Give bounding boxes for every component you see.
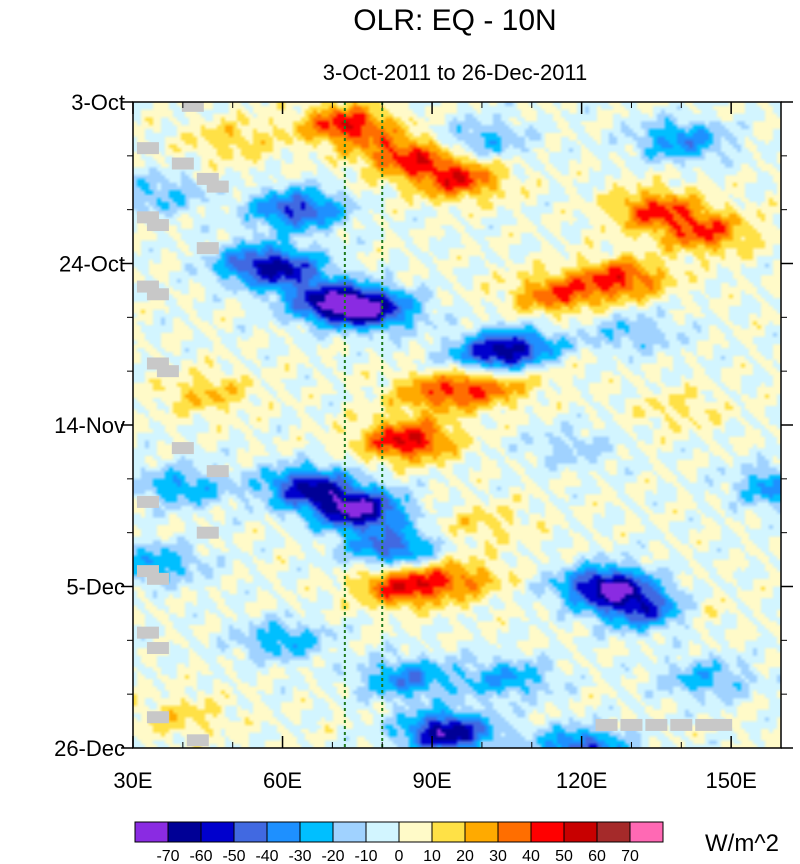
colorbar-swatch [167, 821, 202, 843]
plot-area [133, 102, 781, 748]
colorbar-label: 60 [588, 848, 606, 864]
chart-title: OLR: EQ - 10N [353, 4, 556, 37]
olr-anomaly-field [133, 102, 781, 748]
colorbar-label: 50 [555, 848, 573, 864]
missing-data-cell [146, 572, 169, 585]
missing-data-cell [206, 465, 229, 478]
y-tick-label: 3-Oct [71, 90, 125, 115]
x-tick-label: 60E [263, 768, 302, 793]
colorbar-label: -50 [222, 848, 245, 864]
missing-data-cell [670, 718, 693, 731]
colorbar-swatch [398, 821, 433, 843]
missing-data-cell [136, 495, 159, 508]
colorbar-label: -60 [189, 848, 212, 864]
missing-data-cell [710, 718, 733, 731]
colorbar-swatch [299, 821, 334, 843]
chart-subtitle: 3-Oct-2011 to 26-Dec-2011 [323, 60, 588, 85]
colorbar-swatch [563, 821, 598, 843]
colorbar: -70 -60 -50 -40 -30 -20 -10 0 10 20 30 40 50 60 70 [134, 821, 664, 864]
colorbar-label: 70 [621, 848, 639, 864]
missing-data-cell [196, 526, 219, 539]
missing-data-cell [146, 219, 169, 232]
y-tick-label: 5-Dec [66, 575, 125, 600]
missing-data-cell [645, 718, 668, 731]
missing-data-cell [171, 442, 194, 455]
x-tick-label: 30E [113, 768, 152, 793]
missing-data-cell [146, 642, 169, 655]
colorbar-swatch [464, 821, 499, 843]
missing-data-cell [136, 142, 159, 155]
colorbar-swatch [200, 821, 235, 843]
colorbar-label: 40 [522, 848, 540, 864]
colorbar-label: -20 [321, 848, 344, 864]
missing-data-cell [595, 718, 618, 731]
axes: 30E 60E 90E 120E 150E 3-Oct 24-Oct 14-Nov 5-Dec 2… [54, 90, 793, 793]
colorbar-label: -70 [156, 848, 179, 864]
missing-data-layer [136, 102, 733, 747]
colorbar-swatch [596, 821, 631, 843]
colorbar-label: 20 [456, 848, 474, 864]
colorbar-label: 10 [423, 848, 441, 864]
missing-data-cell [136, 626, 159, 639]
colorbar-swatch [431, 821, 466, 843]
colorbar-label: -10 [354, 848, 377, 864]
y-tick-label: 14-Nov [54, 413, 125, 438]
colorbar-label: 30 [489, 848, 507, 864]
colorbar-label: -30 [288, 848, 311, 864]
colorbar-swatch [629, 821, 664, 843]
x-tick-label: 90E [412, 768, 451, 793]
colorbar-swatch [497, 821, 532, 843]
colorbar-label: 0 [395, 848, 404, 864]
x-tick-label: 150E [705, 768, 756, 793]
colorbar-swatch [365, 821, 400, 843]
missing-data-cell [186, 734, 209, 747]
colorbar-label: -40 [255, 848, 278, 864]
colorbar-swatch [530, 821, 565, 843]
missing-data-cell [146, 711, 169, 724]
colorbar-units: W/m^2 [705, 830, 779, 857]
missing-data-cell [181, 102, 204, 112]
missing-data-cell [146, 288, 169, 301]
missing-data-cell [156, 365, 179, 378]
colorbar-swatch [266, 821, 301, 843]
missing-data-cell [196, 242, 219, 255]
colorbar-swatch [332, 821, 367, 843]
x-tick-label: 120E [556, 768, 607, 793]
missing-data-cell [206, 180, 229, 193]
colorbar-swatch [233, 821, 268, 843]
colorbar-swatch [134, 821, 169, 843]
y-tick-label: 26-Dec [54, 736, 125, 761]
missing-data-cell [171, 157, 194, 170]
y-tick-label: 24-Oct [59, 252, 125, 277]
missing-data-cell [620, 718, 643, 731]
